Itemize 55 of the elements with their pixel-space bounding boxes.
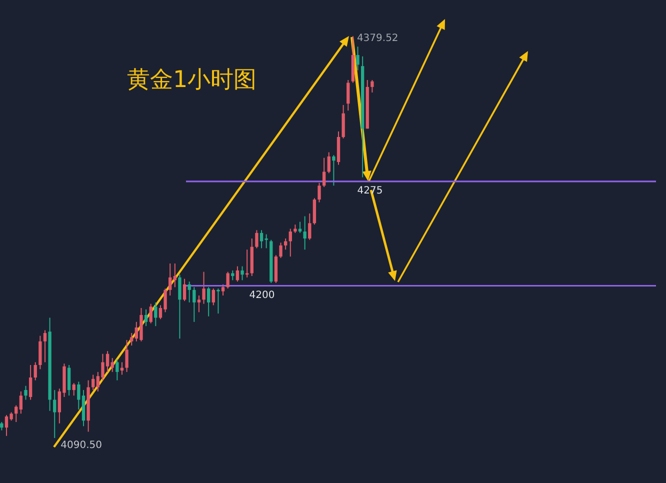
candlestick (34, 362, 37, 381)
candlestick (182, 278, 186, 302)
candlestick (154, 302, 158, 327)
candlestick (370, 79, 374, 93)
annotation: 4379.52 (356, 33, 398, 44)
candlestick (19, 390, 23, 414)
candlestick (318, 182, 321, 203)
candlestick (24, 385, 28, 400)
candlestick (236, 266, 240, 282)
candlestick (67, 364, 71, 396)
candlestick (110, 358, 114, 372)
candlestick (125, 339, 128, 372)
candlestick (303, 216, 306, 250)
candlestick (116, 358, 119, 381)
text: 黄金1小时图 (127, 67, 257, 93)
candlestick (312, 198, 316, 226)
candlestick (149, 303, 152, 324)
candlestick (188, 281, 191, 303)
candlestick (92, 374, 95, 391)
candlestick (28, 364, 32, 400)
candlestick (279, 242, 282, 258)
candlestick (197, 294, 201, 313)
candlestick (231, 270, 234, 281)
candlestick (178, 274, 182, 340)
ref-line-label: 4200 (249, 290, 275, 301)
candlestick (14, 404, 18, 423)
candlestick (144, 308, 148, 327)
candlestick (288, 228, 292, 258)
text: 4090.50 (60, 440, 102, 451)
candlestick (322, 157, 326, 188)
candlestick (38, 335, 42, 370)
candlestick (212, 288, 215, 306)
candlestick (255, 230, 258, 249)
candlestick (246, 249, 249, 278)
candlestick (332, 154, 336, 186)
candlestick (202, 271, 206, 304)
candlestick (168, 263, 172, 296)
candlestick (192, 286, 196, 322)
candlestick (226, 271, 230, 290)
candlestick (308, 212, 312, 240)
candlestick (72, 382, 76, 396)
candlestick (216, 288, 220, 314)
candlestick (346, 79, 350, 112)
candlestick (173, 263, 176, 288)
candlestick (342, 104, 345, 139)
candlestick (207, 286, 210, 317)
candlestick (356, 46, 360, 71)
candlestick (221, 284, 225, 296)
candlestick (327, 152, 330, 174)
candlestick (240, 266, 244, 281)
candlestick (284, 238, 288, 250)
candlestick (43, 330, 47, 363)
candlestick (130, 332, 134, 346)
ref-line-label: 4275 (357, 185, 383, 196)
candlestick (53, 390, 56, 438)
